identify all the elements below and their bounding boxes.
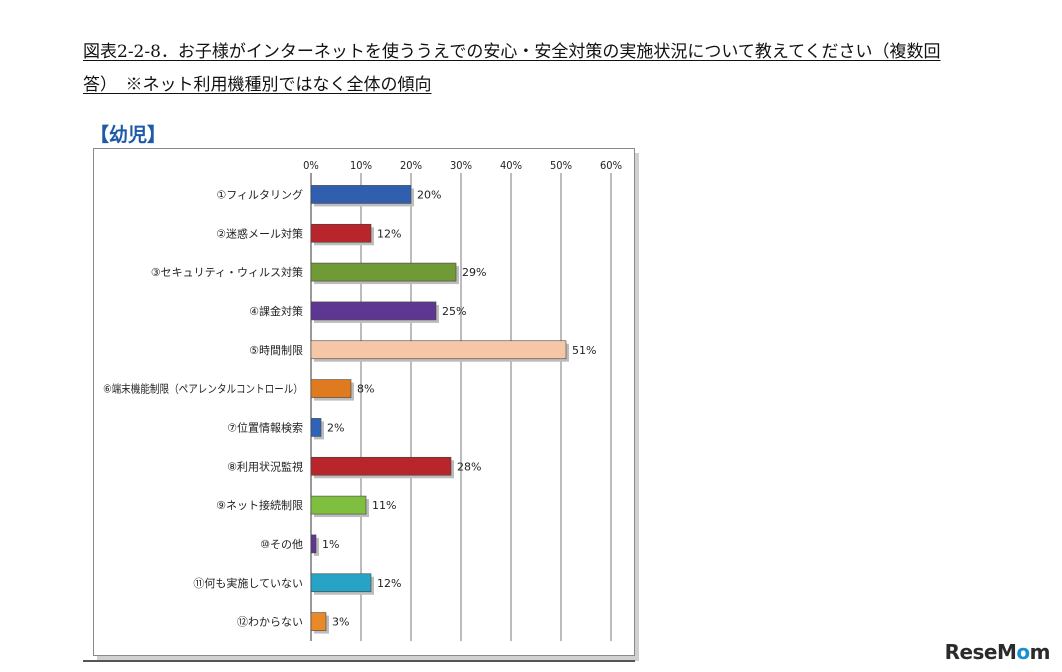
bar xyxy=(310,573,372,593)
category-label: ⑤時間制限 xyxy=(249,344,303,357)
logo-text-1: ReseM xyxy=(944,640,1017,664)
bar xyxy=(310,301,437,321)
value-label: 28% xyxy=(457,460,481,473)
x-tick-label: 0% xyxy=(303,159,319,172)
value-label: 8% xyxy=(357,383,374,396)
category-label: ⑧利用状況監視 xyxy=(227,459,303,473)
category-label: ⑫わからない xyxy=(237,616,303,629)
bar xyxy=(310,223,372,243)
category-label: ①フィルタリング xyxy=(216,187,303,201)
bar xyxy=(310,185,412,204)
value-label: 25% xyxy=(442,305,466,318)
logo-text-3: m xyxy=(1029,640,1051,664)
bar xyxy=(310,262,457,282)
bar xyxy=(310,379,352,398)
value-label: 1% xyxy=(322,538,339,551)
x-tick-label: 10% xyxy=(350,159,372,172)
bar xyxy=(310,495,367,515)
value-label: 2% xyxy=(327,421,344,434)
bar xyxy=(310,534,317,554)
value-label: 3% xyxy=(332,616,349,629)
category-label: ⑥端末機能制限（ペアレンタルコントロール） xyxy=(103,382,303,396)
value-label: 29% xyxy=(462,266,486,279)
chart-frame: 0% 10% 20% 30% 40% 50% 60% ①フィルタリング 20% ②迷惑メール対策 1… xyxy=(93,148,635,656)
bar-chart: 0% 10% 20% 30% 40% 50% 60% ①フィルタリング 20% ②迷惑メール対策 1… xyxy=(103,159,622,641)
value-label: 12% xyxy=(377,227,401,240)
bar xyxy=(310,340,567,360)
x-tick-label: 50% xyxy=(550,159,572,172)
value-label: 51% xyxy=(572,344,596,357)
x-tick-label: 60% xyxy=(600,159,622,172)
category-label: ⑩その他 xyxy=(260,538,303,551)
section-title: 【幼児】 xyxy=(90,124,167,146)
figure-caption: 図表2-2-8．お子様がインターネットを使ううえでの安心・安全対策の実施状況につ… xyxy=(83,36,1013,102)
bar-shadow xyxy=(314,537,319,556)
bottom-rule xyxy=(83,660,635,662)
category-label: ④課金対策 xyxy=(249,304,303,318)
caption-line-2: 答） ※ネット利用機種別ではなく全体の傾向 xyxy=(83,75,432,95)
resemom-logo: ReseMom xyxy=(944,640,1051,664)
bar xyxy=(310,612,327,631)
caption-line-1: 図表2-2-8．お子様がインターネットを使ううえでの安心・安全対策の実施状況につ… xyxy=(83,42,941,62)
category-label: ⑦位置情報検索 xyxy=(227,420,303,434)
logo-text-2: o xyxy=(1016,640,1030,664)
category-label: ③セキュリティ・ウィルス対策 xyxy=(151,265,303,279)
category-label: ⑪何も実施していない xyxy=(193,576,303,590)
value-label: 11% xyxy=(372,499,396,512)
bar xyxy=(310,456,452,476)
category-label: ②迷惑メール対策 xyxy=(216,226,303,240)
category-label: ⑨ネット接続制限 xyxy=(216,498,303,512)
value-label: 12% xyxy=(377,577,401,590)
value-label: 20% xyxy=(417,188,441,201)
bar xyxy=(310,418,322,437)
x-tick-label: 30% xyxy=(450,159,472,172)
x-tick-label: 20% xyxy=(400,159,422,172)
x-tick-label: 40% xyxy=(500,159,522,172)
